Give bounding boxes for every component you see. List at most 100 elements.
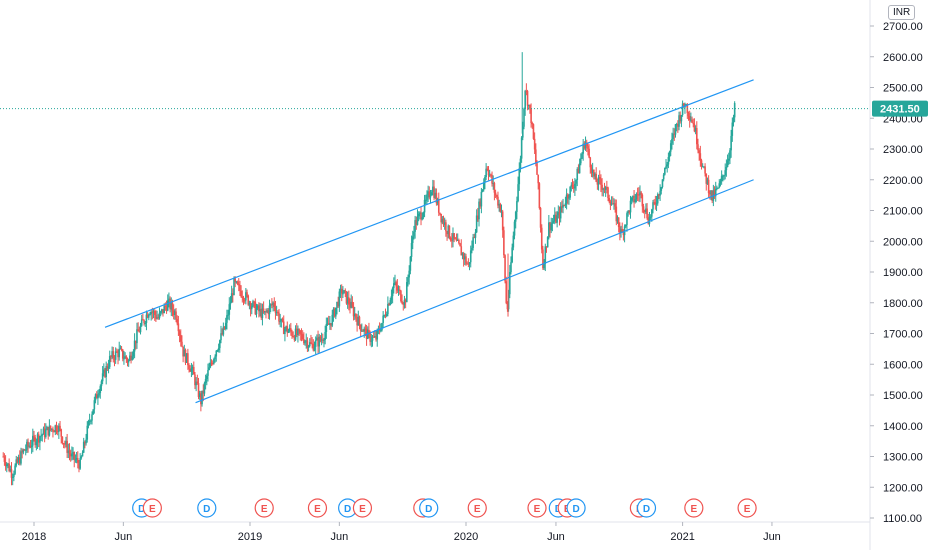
- candle-body: [265, 311, 267, 313]
- candle-body: [538, 183, 541, 209]
- candle-body: [301, 334, 304, 339]
- candle-body: [182, 346, 184, 357]
- candle-body: [80, 456, 83, 459]
- candle-body: [677, 123, 679, 127]
- candle-body: [624, 224, 627, 227]
- candle-body: [211, 363, 214, 365]
- candle-body: [169, 298, 171, 310]
- candle-body: [610, 203, 613, 206]
- candle-body: [178, 331, 181, 335]
- candle-body: [406, 282, 408, 303]
- dividend-marker[interactable]: D: [197, 498, 217, 518]
- candle-body: [693, 123, 696, 132]
- candle-body: [452, 233, 454, 241]
- candle-body: [69, 453, 72, 457]
- candle-body: [184, 349, 187, 363]
- candle-body: [119, 348, 122, 350]
- marker-circle: [636, 498, 657, 518]
- candle-body: [719, 181, 722, 184]
- candle-body: [363, 328, 366, 332]
- candle-body: [619, 227, 621, 233]
- earnings-marker[interactable]: E: [527, 498, 547, 518]
- y-tick-label: 1500.00: [883, 390, 923, 402]
- dividend-marker[interactable]: D: [566, 498, 586, 518]
- y-tick-label: 1400.00: [883, 421, 923, 433]
- candle-body: [716, 187, 718, 189]
- candle-body: [458, 239, 460, 244]
- candle-body: [37, 434, 40, 443]
- marker-label: E: [690, 504, 697, 515]
- candle-body: [65, 440, 67, 445]
- candle-body: [330, 323, 332, 326]
- candle-body: [420, 212, 422, 220]
- candle-body: [103, 369, 105, 374]
- earnings-marker[interactable]: E: [352, 498, 373, 518]
- candle-body: [203, 383, 206, 394]
- currency-label[interactable]: INR: [888, 5, 916, 20]
- dividend-marker[interactable]: D: [636, 498, 657, 518]
- candle-body: [299, 330, 302, 334]
- earnings-marker[interactable]: E: [467, 498, 487, 518]
- candle-body: [632, 195, 634, 198]
- candle-body: [168, 298, 170, 301]
- candle-body: [317, 337, 319, 347]
- candle-body: [177, 323, 180, 332]
- candle-body: [585, 142, 588, 147]
- candle-body: [692, 122, 695, 124]
- candle-body: [60, 429, 63, 437]
- x-tick-label: 2018: [22, 531, 46, 543]
- candle-body: [201, 390, 203, 405]
- candle-body: [237, 284, 240, 286]
- candle-body: [49, 425, 52, 430]
- candle-body: [166, 300, 169, 311]
- candle-body: [577, 168, 580, 174]
- candle-body: [726, 160, 729, 167]
- candle-body: [364, 328, 367, 330]
- candle-body: [409, 256, 412, 271]
- candle-body: [268, 305, 271, 315]
- candle-body: [578, 163, 581, 174]
- candle-body: [596, 181, 599, 185]
- candle-body: [227, 314, 229, 316]
- candle-body: [436, 199, 439, 204]
- candle-body: [407, 277, 409, 283]
- candle-body: [539, 208, 542, 228]
- candle-body: [359, 324, 362, 331]
- candle-body: [706, 179, 709, 184]
- earnings-marker[interactable]: E: [737, 498, 757, 518]
- candle-body: [581, 153, 583, 159]
- candle-body: [461, 253, 464, 256]
- dividend-marker[interactable]: D: [419, 498, 439, 518]
- candle-body: [304, 341, 306, 344]
- earnings-marker[interactable]: E: [307, 498, 328, 518]
- candle-body: [125, 356, 128, 360]
- candle-body: [551, 222, 554, 224]
- candle-body: [593, 169, 595, 177]
- candle-body: [240, 290, 242, 297]
- candle-body: [584, 142, 587, 149]
- candle-body: [129, 355, 131, 361]
- candle-body: [501, 211, 504, 231]
- candle-body: [565, 194, 568, 204]
- candle-body: [508, 272, 511, 295]
- candle-body: [41, 434, 44, 436]
- candle-body: [228, 304, 231, 315]
- candle-body: [486, 168, 489, 170]
- candle-body: [13, 473, 15, 477]
- candle-body: [464, 256, 466, 260]
- candle-body: [611, 203, 614, 205]
- candle-body: [613, 203, 615, 205]
- candle-body: [519, 158, 522, 169]
- candle-body: [627, 210, 629, 214]
- earnings-marker[interactable]: E: [684, 498, 704, 518]
- earnings-marker[interactable]: E: [142, 498, 162, 518]
- candle-body: [562, 204, 564, 208]
- candle-body: [400, 290, 402, 302]
- candle-body: [540, 227, 543, 250]
- marker-circle: [527, 498, 547, 518]
- candle-body: [439, 212, 441, 214]
- candle-body: [198, 393, 201, 397]
- candle-body: [281, 318, 284, 322]
- earnings-marker[interactable]: E: [254, 498, 274, 518]
